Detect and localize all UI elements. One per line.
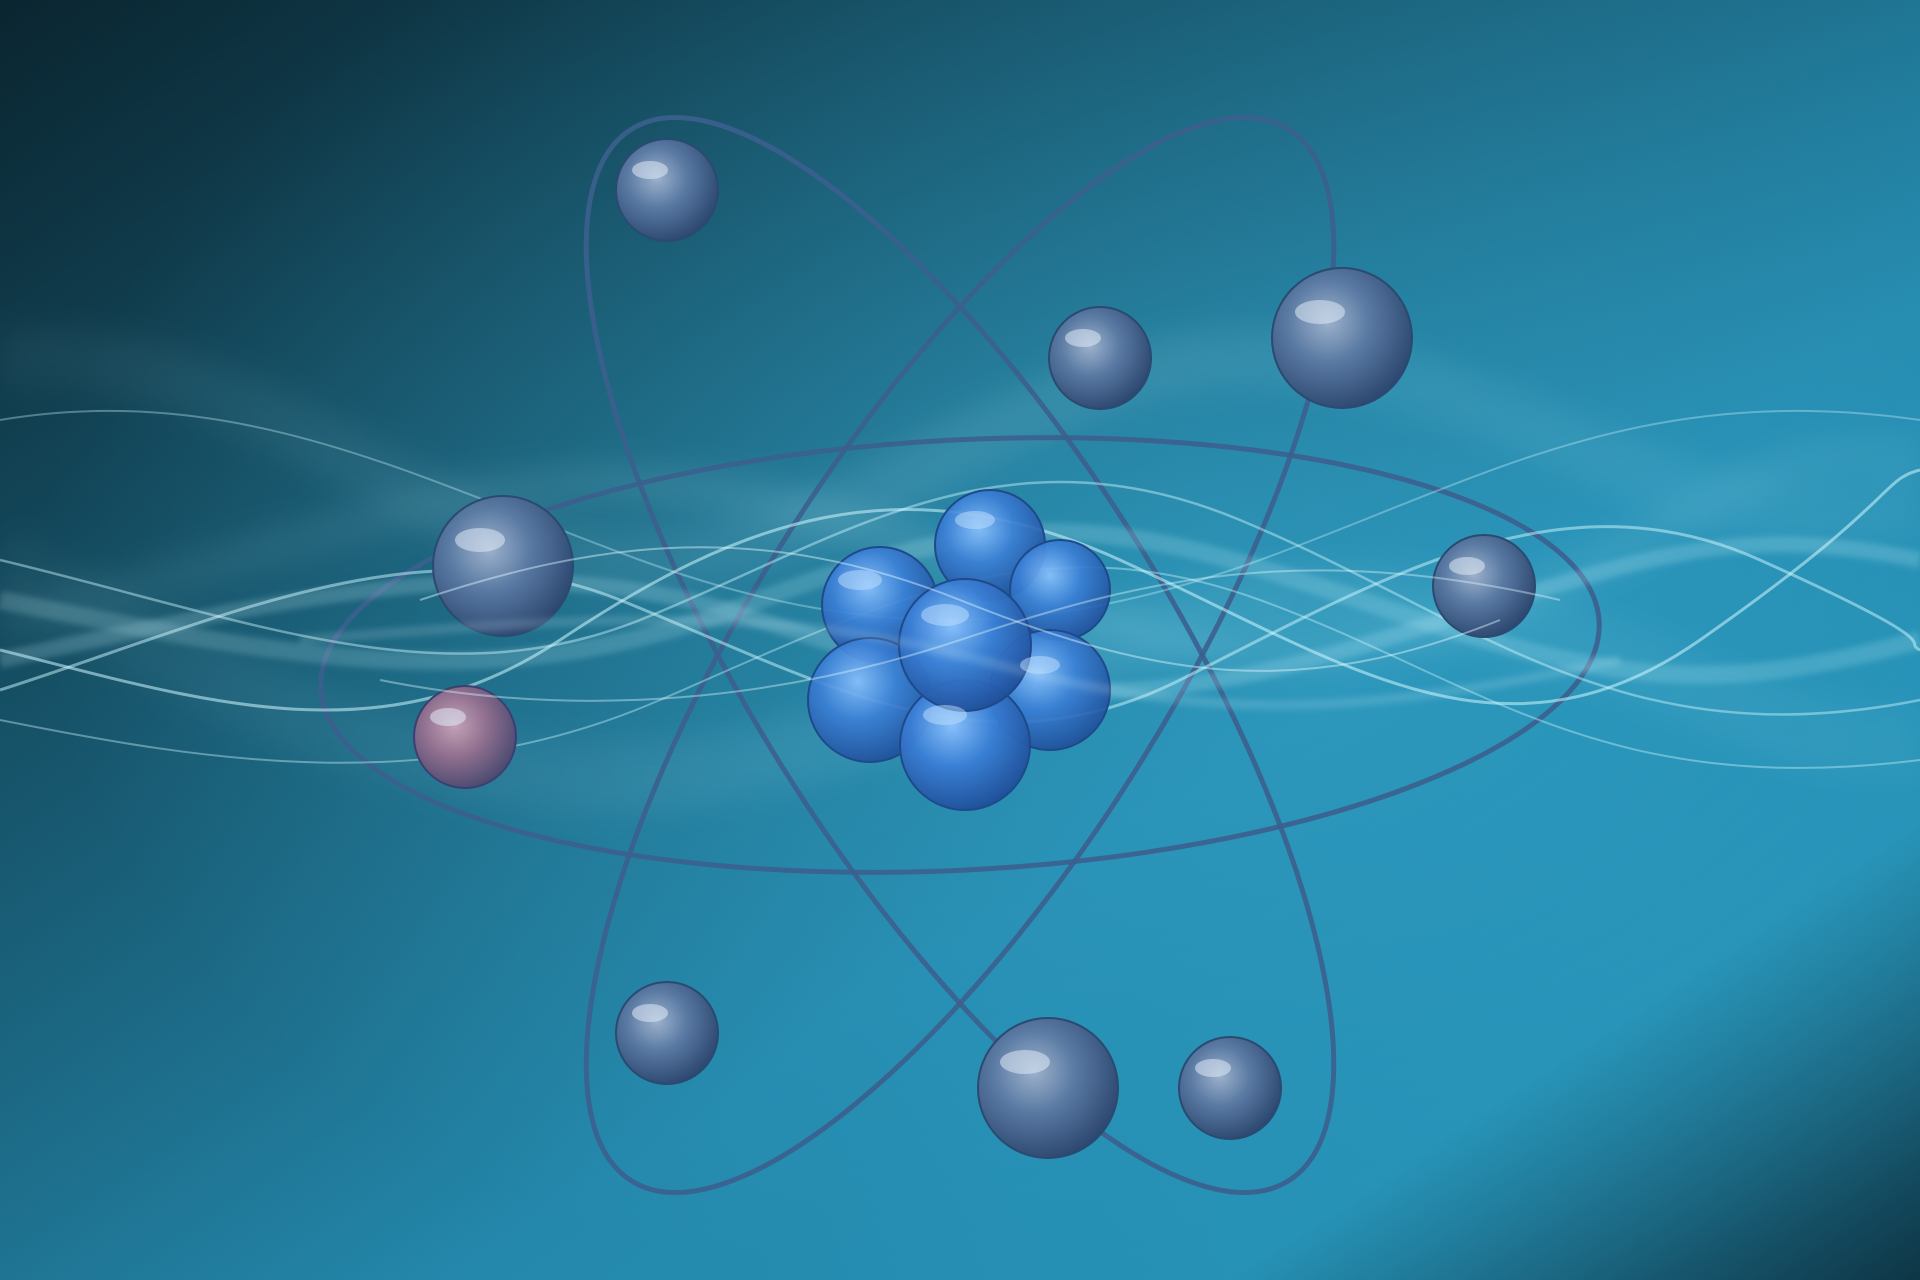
orbit-horizontal: [318, 435, 1602, 875]
electron-top-middle: [1048, 306, 1152, 410]
orbit-diagonal-b: [583, 115, 1337, 1195]
electron-top-left: [615, 138, 719, 242]
electron-right: [1432, 534, 1536, 638]
electron-left-lower: [413, 685, 517, 789]
electron-top-right: [1271, 267, 1413, 409]
electron-bottom-left: [615, 981, 719, 1085]
electrons: [413, 138, 1536, 1159]
light-waves-overlay: [299, 546, 1622, 710]
electron-bottom-middle: [977, 1017, 1119, 1159]
nucleus: [807, 489, 1111, 811]
electron-left: [432, 495, 574, 637]
electron-bottom-right: [1178, 1036, 1282, 1140]
